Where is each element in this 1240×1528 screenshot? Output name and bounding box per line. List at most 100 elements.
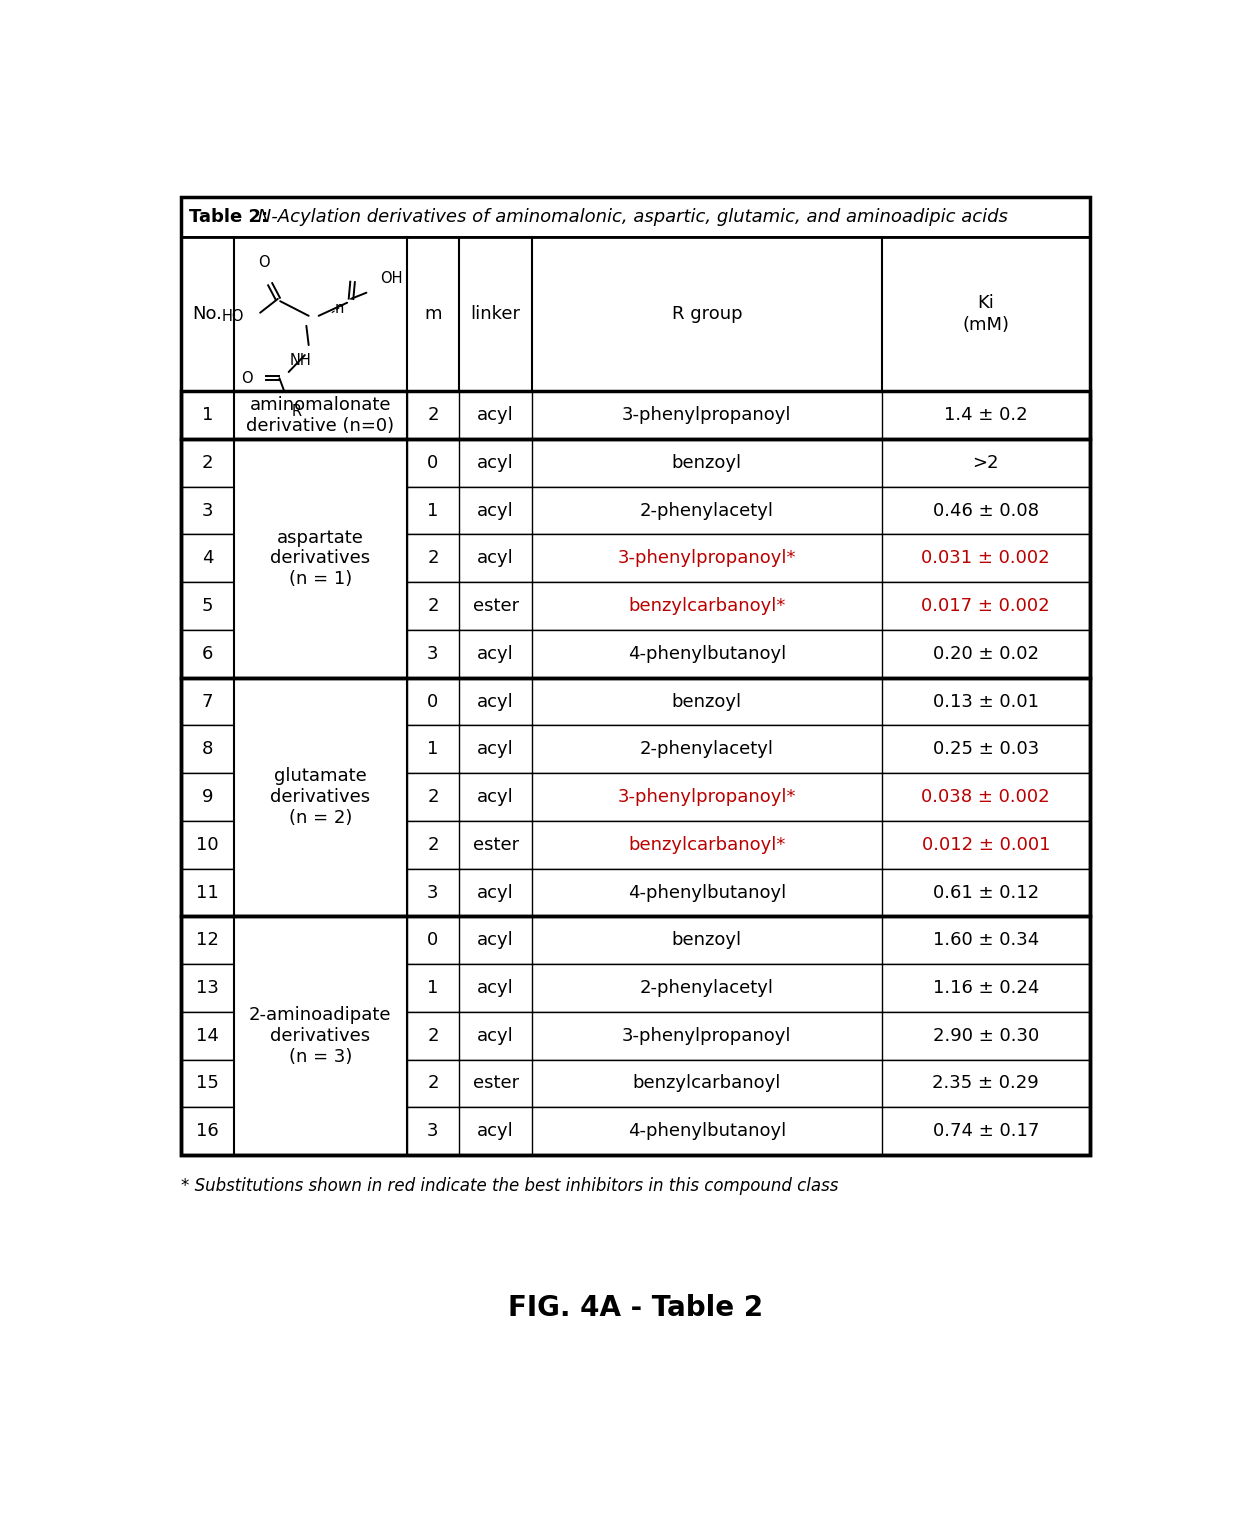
Text: 4: 4 [202, 550, 213, 567]
Bar [181, 964, 1090, 1012]
Text: 2: 2 [202, 454, 213, 472]
Text: 2-aminoadipate
derivatives
(n = 3): 2-aminoadipate derivatives (n = 3) [249, 1005, 392, 1065]
Text: (mM): (mM) [962, 316, 1009, 335]
Text: O: O [258, 255, 270, 270]
Text: 0: 0 [428, 931, 439, 949]
Text: 10: 10 [196, 836, 219, 854]
Text: 5: 5 [202, 597, 213, 616]
Text: 0.25 ± 0.03: 0.25 ± 0.03 [932, 740, 1039, 758]
Bar [181, 535, 1090, 582]
Text: 3: 3 [427, 883, 439, 902]
Text: 0.20 ± 0.02: 0.20 ± 0.02 [932, 645, 1039, 663]
Bar [181, 726, 1090, 773]
Text: acyl: acyl [477, 740, 513, 758]
Text: 4-phenylbutanoyl: 4-phenylbutanoyl [627, 645, 786, 663]
Text: 11: 11 [196, 883, 219, 902]
Text: 2-phenylacetyl: 2-phenylacetyl [640, 501, 774, 520]
Text: 0.012 ± 0.001: 0.012 ± 0.001 [921, 836, 1050, 854]
Text: 2.35 ± 0.29: 2.35 ± 0.29 [932, 1074, 1039, 1093]
Bar [181, 391, 1090, 439]
Text: benzoyl: benzoyl [672, 454, 742, 472]
Text: N-Acylation derivatives of aminomalonic, aspartic, glutamic, and aminoadipic aci: N-Acylation derivatives of aminomalonic,… [252, 208, 1008, 226]
Text: acyl: acyl [477, 692, 513, 711]
Bar [234, 678, 407, 917]
Text: 2-phenylacetyl: 2-phenylacetyl [640, 979, 774, 996]
Text: 1: 1 [428, 979, 439, 996]
Text: 13: 13 [196, 979, 219, 996]
Text: acyl: acyl [477, 501, 513, 520]
Text: linker: linker [470, 306, 521, 324]
Bar [181, 678, 1090, 726]
Text: FIG. 4A - Table 2: FIG. 4A - Table 2 [508, 1294, 763, 1322]
Bar [181, 678, 1090, 917]
Text: 12: 12 [196, 931, 219, 949]
Text: 1: 1 [428, 501, 439, 520]
Text: ester: ester [472, 1074, 518, 1093]
Text: 3-phenylpropanoyl: 3-phenylpropanoyl [622, 406, 791, 425]
Text: 0.46 ± 0.08: 0.46 ± 0.08 [932, 501, 1039, 520]
Text: 0.031 ± 0.002: 0.031 ± 0.002 [921, 550, 1050, 567]
Bar [181, 868, 1090, 917]
Bar [234, 391, 407, 439]
Text: OH: OH [381, 272, 403, 286]
Text: 9: 9 [202, 788, 213, 807]
Bar [181, 439, 1090, 487]
Text: 4-phenylbutanoyl: 4-phenylbutanoyl [627, 1122, 786, 1140]
Text: 4-phenylbutanoyl: 4-phenylbutanoyl [627, 883, 786, 902]
Text: 1.4 ± 0.2: 1.4 ± 0.2 [944, 406, 1028, 425]
Bar [181, 439, 1090, 678]
Text: benzylcarbanoyl: benzylcarbanoyl [632, 1074, 781, 1093]
Text: benzoyl: benzoyl [672, 692, 742, 711]
Text: benzoyl: benzoyl [672, 931, 742, 949]
Text: acyl: acyl [477, 979, 513, 996]
Text: acyl: acyl [477, 931, 513, 949]
Text: HO: HO [222, 309, 244, 324]
Bar [181, 237, 1090, 391]
Text: 3-phenylpropanoyl*: 3-phenylpropanoyl* [618, 550, 796, 567]
Text: Ki: Ki [977, 295, 994, 313]
Text: 0.13 ± 0.01: 0.13 ± 0.01 [932, 692, 1039, 711]
Bar [181, 773, 1090, 821]
Text: acyl: acyl [477, 645, 513, 663]
Bar [181, 917, 1090, 964]
Text: 2: 2 [427, 1027, 439, 1045]
Bar [181, 487, 1090, 535]
Text: 7: 7 [202, 692, 213, 711]
Text: 2: 2 [427, 597, 439, 616]
Text: acyl: acyl [477, 454, 513, 472]
Text: 3-phenylpropanoyl: 3-phenylpropanoyl [622, 1027, 791, 1045]
Text: 6: 6 [202, 645, 213, 663]
Text: 8: 8 [202, 740, 213, 758]
Text: benzylcarbanoyl*: benzylcarbanoyl* [629, 836, 785, 854]
Text: >2: >2 [972, 454, 999, 472]
Bar [181, 630, 1090, 678]
Bar [181, 1012, 1090, 1059]
Bar [181, 197, 1090, 237]
Text: 3: 3 [202, 501, 213, 520]
Text: O: O [242, 371, 253, 385]
Text: 3: 3 [427, 1122, 439, 1140]
Text: acyl: acyl [477, 550, 513, 567]
Text: 14: 14 [196, 1027, 219, 1045]
Bar [181, 391, 1090, 439]
Text: benzylcarbanoyl*: benzylcarbanoyl* [629, 597, 785, 616]
Text: 2: 2 [427, 550, 439, 567]
Text: ester: ester [472, 836, 518, 854]
Text: 3-phenylpropanoyl*: 3-phenylpropanoyl* [618, 788, 796, 807]
Text: No.: No. [192, 306, 222, 324]
Text: aminomalonate
derivative (n=0): aminomalonate derivative (n=0) [247, 396, 394, 434]
Text: * Substitutions shown in red indicate the best inhibitors in this compound class: * Substitutions shown in red indicate th… [181, 1177, 838, 1195]
Text: 0.74 ± 0.17: 0.74 ± 0.17 [932, 1122, 1039, 1140]
Text: 2: 2 [427, 406, 439, 425]
Text: glutamate
derivatives
(n = 2): glutamate derivatives (n = 2) [270, 767, 371, 827]
Text: 2: 2 [427, 1074, 439, 1093]
Text: 1: 1 [428, 740, 439, 758]
Text: ester: ester [472, 597, 518, 616]
Bar [181, 1059, 1090, 1108]
Text: NH: NH [290, 353, 311, 368]
Bar [181, 197, 1090, 1155]
Text: 1: 1 [202, 406, 213, 425]
Text: Table 2:: Table 2: [188, 208, 268, 226]
Text: m: m [424, 306, 441, 324]
Text: aspartate
derivatives
(n = 1): aspartate derivatives (n = 1) [270, 529, 371, 588]
